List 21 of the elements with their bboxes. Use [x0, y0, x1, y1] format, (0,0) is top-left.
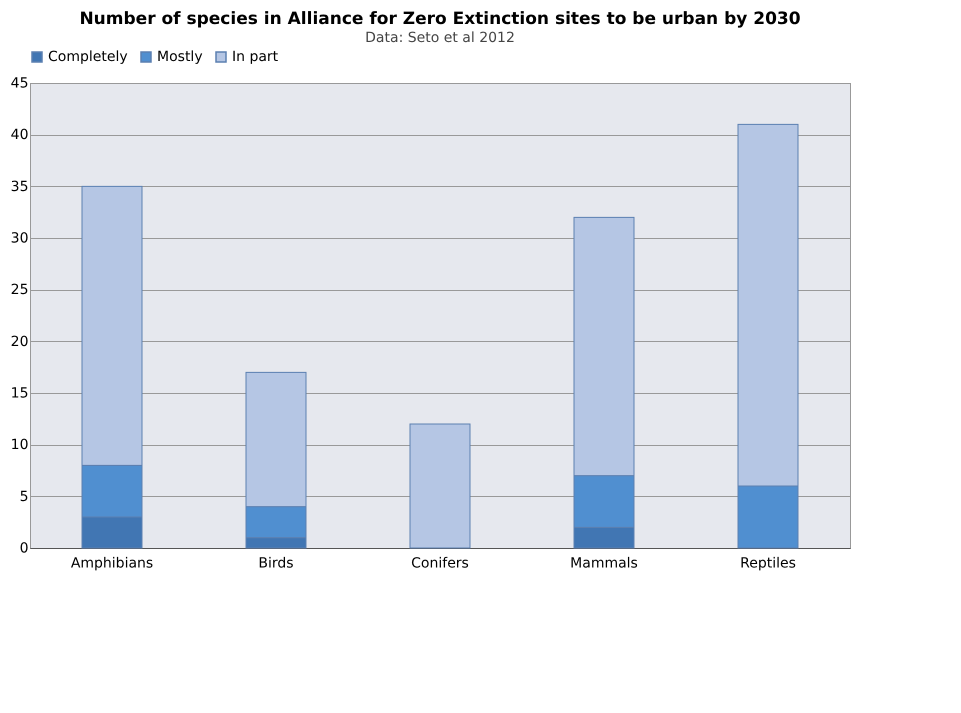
legend-label: Completely	[48, 49, 128, 65]
text: Data: Seto et al 2012	[365, 30, 515, 46]
y-tick-label: 30	[10, 230, 28, 246]
x-tick-label: Amphibians	[70, 556, 154, 572]
x-tick-label: Conifers	[411, 556, 469, 572]
x-tick-label: Mammals	[570, 556, 638, 572]
y-tick-label: 40	[10, 127, 28, 144]
y-tick-label: 15	[10, 386, 28, 402]
y-tick-label: 25	[10, 282, 28, 298]
y-tick-label: 10	[10, 437, 28, 454]
bar	[410, 424, 470, 548]
chart-title: Number of species in Alliance for Zero Extinction sites to be urban by 2030	[79, 9, 801, 29]
x-tick-label: Birds	[258, 556, 294, 572]
legend-label: Mostly	[157, 49, 203, 65]
legend-label: In part	[232, 49, 279, 65]
y-tick-label: 0	[20, 540, 28, 556]
y-tick-label: 5	[20, 488, 28, 505]
y-tick-label: 35	[10, 178, 28, 195]
y-tick-label: 45	[10, 76, 28, 92]
y-tick-label: 20	[10, 334, 28, 350]
x-tick-label: Reptiles	[740, 556, 796, 572]
